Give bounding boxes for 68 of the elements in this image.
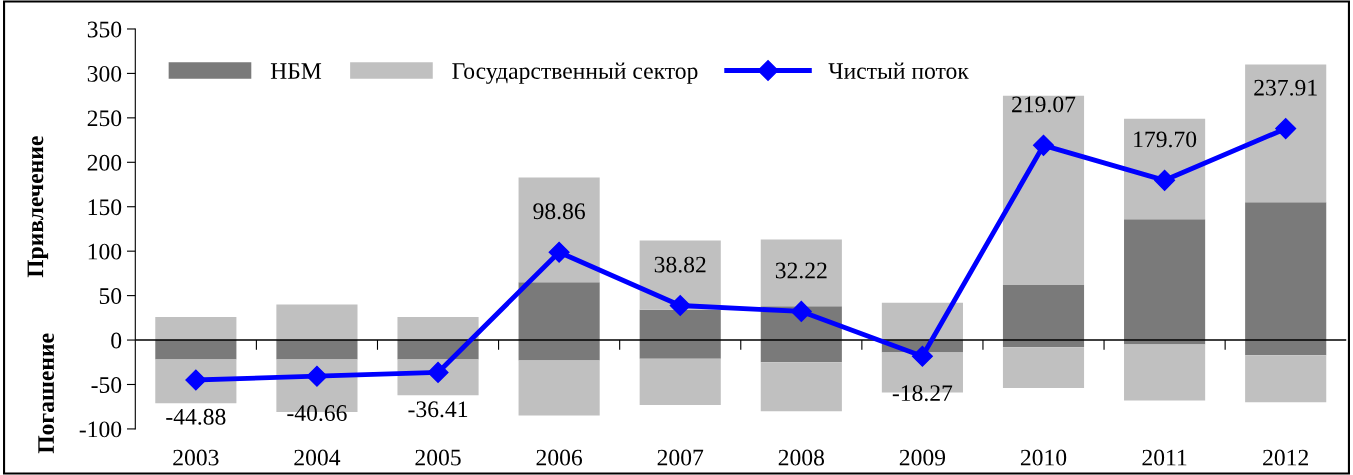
bar bbox=[1002, 95, 1085, 285]
bar bbox=[760, 239, 842, 307]
x-tick-label: 2004 bbox=[294, 449, 341, 466]
y-tick-label: 50 bbox=[99, 288, 122, 305]
point bbox=[790, 300, 812, 322]
x-tick-label: 2006 bbox=[536, 449, 583, 466]
data-label: 179.70 bbox=[1134, 131, 1197, 148]
bar bbox=[518, 282, 600, 341]
bar bbox=[276, 340, 358, 360]
bar bbox=[1245, 355, 1327, 403]
point bbox=[1032, 134, 1055, 156]
point bbox=[548, 241, 570, 263]
bar bbox=[276, 304, 358, 341]
legend-label: Чистый поток bbox=[828, 62, 969, 79]
data-label: 219.07 bbox=[1012, 96, 1076, 113]
x-tick-label: 2009 bbox=[899, 449, 946, 466]
point bbox=[1154, 169, 1176, 191]
bar bbox=[397, 316, 479, 341]
y-tick-label: 300 bbox=[87, 65, 122, 82]
bar bbox=[639, 358, 721, 405]
y-axis-title: Привлечение bbox=[27, 136, 49, 278]
bar bbox=[639, 340, 721, 359]
data-label: 32.22 bbox=[775, 262, 827, 279]
bar bbox=[639, 309, 721, 341]
x-tick-label: 2005 bbox=[415, 449, 461, 466]
x-tick-label: 2008 bbox=[778, 449, 825, 466]
x-tick-label: 2007 bbox=[657, 449, 704, 466]
bar bbox=[155, 340, 237, 360]
point bbox=[1275, 118, 1297, 140]
x-tick-label: 2011 bbox=[1142, 449, 1187, 466]
legend-label: Государственный сектор bbox=[452, 62, 698, 84]
bar bbox=[1002, 284, 1085, 341]
data-label: -40.66 bbox=[287, 405, 347, 422]
point bbox=[911, 345, 933, 367]
data-label: 98.86 bbox=[533, 203, 585, 220]
y-tick-label: 200 bbox=[87, 154, 122, 171]
bar bbox=[1245, 64, 1327, 203]
data-label: 38.82 bbox=[654, 256, 706, 273]
bar bbox=[1124, 118, 1206, 220]
bar bbox=[760, 362, 842, 412]
x-tick-label: 2003 bbox=[173, 449, 219, 466]
bar bbox=[1124, 219, 1206, 341]
bar bbox=[1124, 344, 1206, 401]
y-tick-label: 150 bbox=[88, 199, 122, 216]
data-label: -18.27 bbox=[892, 385, 953, 402]
text: Погашение bbox=[38, 333, 55, 454]
bar bbox=[881, 302, 963, 341]
bar bbox=[1245, 202, 1327, 341]
bar bbox=[518, 360, 600, 416]
data-label: 237.91 bbox=[1254, 79, 1317, 96]
bar bbox=[518, 340, 600, 361]
y-tick-label: 100 bbox=[88, 243, 122, 260]
y-tick-label: 0 bbox=[111, 332, 122, 349]
y-tick-label: -50 bbox=[91, 376, 122, 393]
bar bbox=[155, 316, 237, 341]
data-label: -44.88 bbox=[166, 408, 226, 425]
bar bbox=[1245, 340, 1327, 356]
bar bbox=[518, 177, 600, 283]
bar bbox=[1002, 347, 1085, 389]
y-tick-label: 350 bbox=[87, 21, 122, 38]
x-tick-label: 2012 bbox=[1263, 449, 1308, 466]
legend-label: НБМ bbox=[270, 63, 322, 79]
x-tick-label: 2010 bbox=[1020, 449, 1067, 466]
bar bbox=[760, 340, 842, 363]
y-tick-label: 250 bbox=[87, 110, 122, 127]
y-tick-label: -100 bbox=[79, 421, 122, 438]
point bbox=[669, 295, 691, 317]
data-label: -36.41 bbox=[408, 401, 468, 418]
